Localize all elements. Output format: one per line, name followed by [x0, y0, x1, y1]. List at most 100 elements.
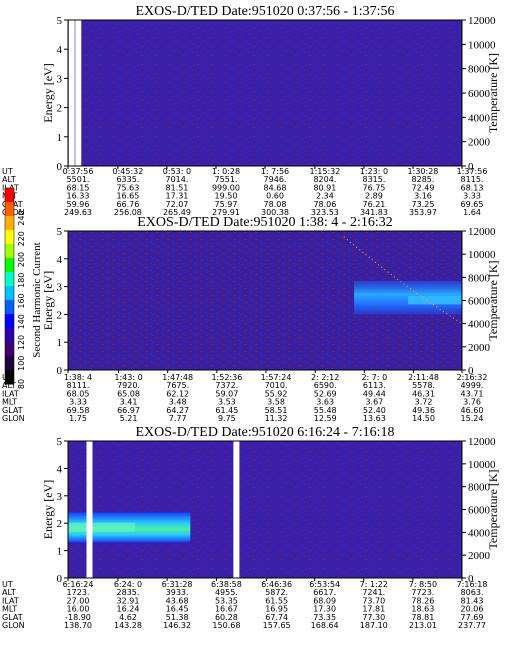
table-cell: 1:15:32 [309, 167, 340, 176]
table-cell: 46.31 [412, 389, 435, 398]
table-cell: 4955. [215, 588, 238, 597]
table-cell: 75.63 [116, 183, 139, 192]
table-cell: 16.24 [117, 605, 140, 614]
y-tick-label: 1 [57, 546, 63, 558]
table-cell: 168.64 [311, 621, 339, 630]
table-cell: 7: 8:50 [409, 580, 437, 589]
table-row-label: ILAT [2, 596, 19, 605]
heatmap-area [68, 20, 462, 166]
table-cell: 17.81 [362, 605, 385, 614]
table-cell: 1723. [67, 588, 90, 597]
table-cell: 16.45 [166, 605, 189, 614]
table-row-label: MLT [2, 605, 17, 614]
y2-tick-label: 2000 [468, 342, 491, 354]
table-cell: 213.01 [409, 621, 437, 630]
y-tick-label: 2 [57, 103, 63, 115]
table-row-label: UT [2, 167, 13, 176]
ephemeris-table: UT1:38: 41:43: 01:47:481:52:361:57:242: … [2, 373, 487, 423]
table-cell: 15.24 [461, 414, 484, 423]
table-cell: 249.63 [64, 208, 92, 217]
colorbar-swatch [5, 188, 14, 203]
panel-1: EXOS-D/TED Date:951020 0:37:56 - 1:37:56… [2, 4, 500, 217]
y-tick-label: 5 [57, 436, 63, 448]
table-cell: 5.21 [120, 414, 138, 423]
data-gap [86, 441, 93, 578]
colorbar-swatch [5, 342, 14, 357]
table-cell: 66.97 [117, 406, 140, 415]
table-cell: 49.36 [412, 406, 435, 415]
table-cell: 53.35 [215, 596, 238, 605]
table-cell: 59.07 [215, 389, 238, 398]
table-cell: 1:23: 0 [360, 167, 388, 176]
y2-tick-label: 4000 [468, 112, 491, 124]
table-cell: 187.10 [360, 621, 388, 630]
y2-tick-label: 8000 [468, 272, 491, 284]
table-cell: 55.92 [265, 389, 288, 398]
table-cell: 3.41 [120, 398, 138, 407]
y-tick-label: 3 [57, 282, 63, 294]
colorbar-swatch [5, 216, 14, 231]
table-cell: 78.26 [411, 596, 434, 605]
y2-tick-label: 10000 [468, 249, 496, 261]
colorbar-swatch [5, 244, 14, 259]
table-cell: 7675. [166, 381, 189, 390]
table-cell: 68.09 [313, 596, 336, 605]
y2-tick-label: 6000 [468, 88, 491, 100]
table-cell: 84.68 [264, 183, 287, 192]
table-cell: 265.49 [163, 208, 191, 217]
table-cell: 69.58 [67, 406, 90, 415]
table-cell: 55.48 [314, 406, 337, 415]
y2-tick-label: 12000 [468, 436, 496, 448]
y-tick-label: 5 [57, 226, 63, 238]
table-cell: 77.30 [362, 613, 385, 622]
table-cell: 67.74 [265, 613, 288, 622]
y-tick-label: 4 [57, 254, 63, 266]
table-cell: 64.27 [166, 406, 189, 415]
table-cell: 0:45:32 [112, 167, 143, 176]
table-cell: 7372. [215, 381, 238, 390]
table-cell: 80.91 [313, 183, 336, 192]
table-cell: 73.70 [362, 596, 385, 605]
table-cell: 1:30:28 [408, 167, 439, 176]
table-cell: 32.91 [117, 596, 140, 605]
ephemeris-table: UT 6:16:24 6:24: 0 6:31:28 6:38:58 6:46:36 6:5… [2, 580, 487, 630]
y2-tick-label: 4000 [468, 319, 491, 331]
table-cell: 8204. [313, 175, 336, 184]
colorbar-tick-label: 180 [17, 273, 26, 288]
table-cell: 6:46:36 [261, 580, 292, 589]
table-cell: 1:57:24 [261, 373, 292, 382]
table-cell: 49.44 [363, 389, 386, 398]
table-cell: 7723. [411, 588, 434, 597]
table-cell: 51.38 [166, 613, 189, 622]
panels-layer: EXOS-D/TED Date:951020 0:37:56 - 1:37:56… [2, 4, 500, 630]
table-cell: 72.49 [412, 183, 435, 192]
colorbar-swatch [5, 230, 14, 245]
table-cell: 3.58 [267, 398, 285, 407]
table-cell: 7010. [265, 381, 288, 390]
enhanced-band-core [408, 296, 462, 305]
table-cell: 3.63 [316, 398, 334, 407]
y2-tick-label: 12000 [468, 226, 496, 238]
table-row-label: ALT [2, 381, 16, 390]
table-cell: 3.16 [414, 192, 432, 201]
colorbar-swatch [5, 300, 14, 315]
table-cell: 8285. [412, 175, 435, 184]
table-cell: 18.63 [411, 605, 434, 614]
table-cell: 1: 0:28 [212, 167, 240, 176]
table-cell: 1:43: 0 [114, 373, 142, 382]
table-cell: 78.08 [264, 200, 287, 209]
y-tick-label: 5 [57, 15, 63, 27]
y2-tick-label: 0 [468, 161, 474, 173]
table-cell: 76.21 [362, 200, 385, 209]
table-cell: 1.64 [463, 208, 481, 217]
y2-tick-label: 10000 [468, 39, 496, 51]
table-cell: 8115. [461, 175, 484, 184]
table-row-label: GLON [2, 414, 25, 423]
colorbar-tick-label: 220 [17, 231, 26, 246]
table-cell: 16.67 [215, 605, 238, 614]
table-cell: 300.38 [261, 208, 289, 217]
y-tick-label: 4 [57, 463, 63, 475]
table-cell: 2.34 [316, 192, 334, 201]
